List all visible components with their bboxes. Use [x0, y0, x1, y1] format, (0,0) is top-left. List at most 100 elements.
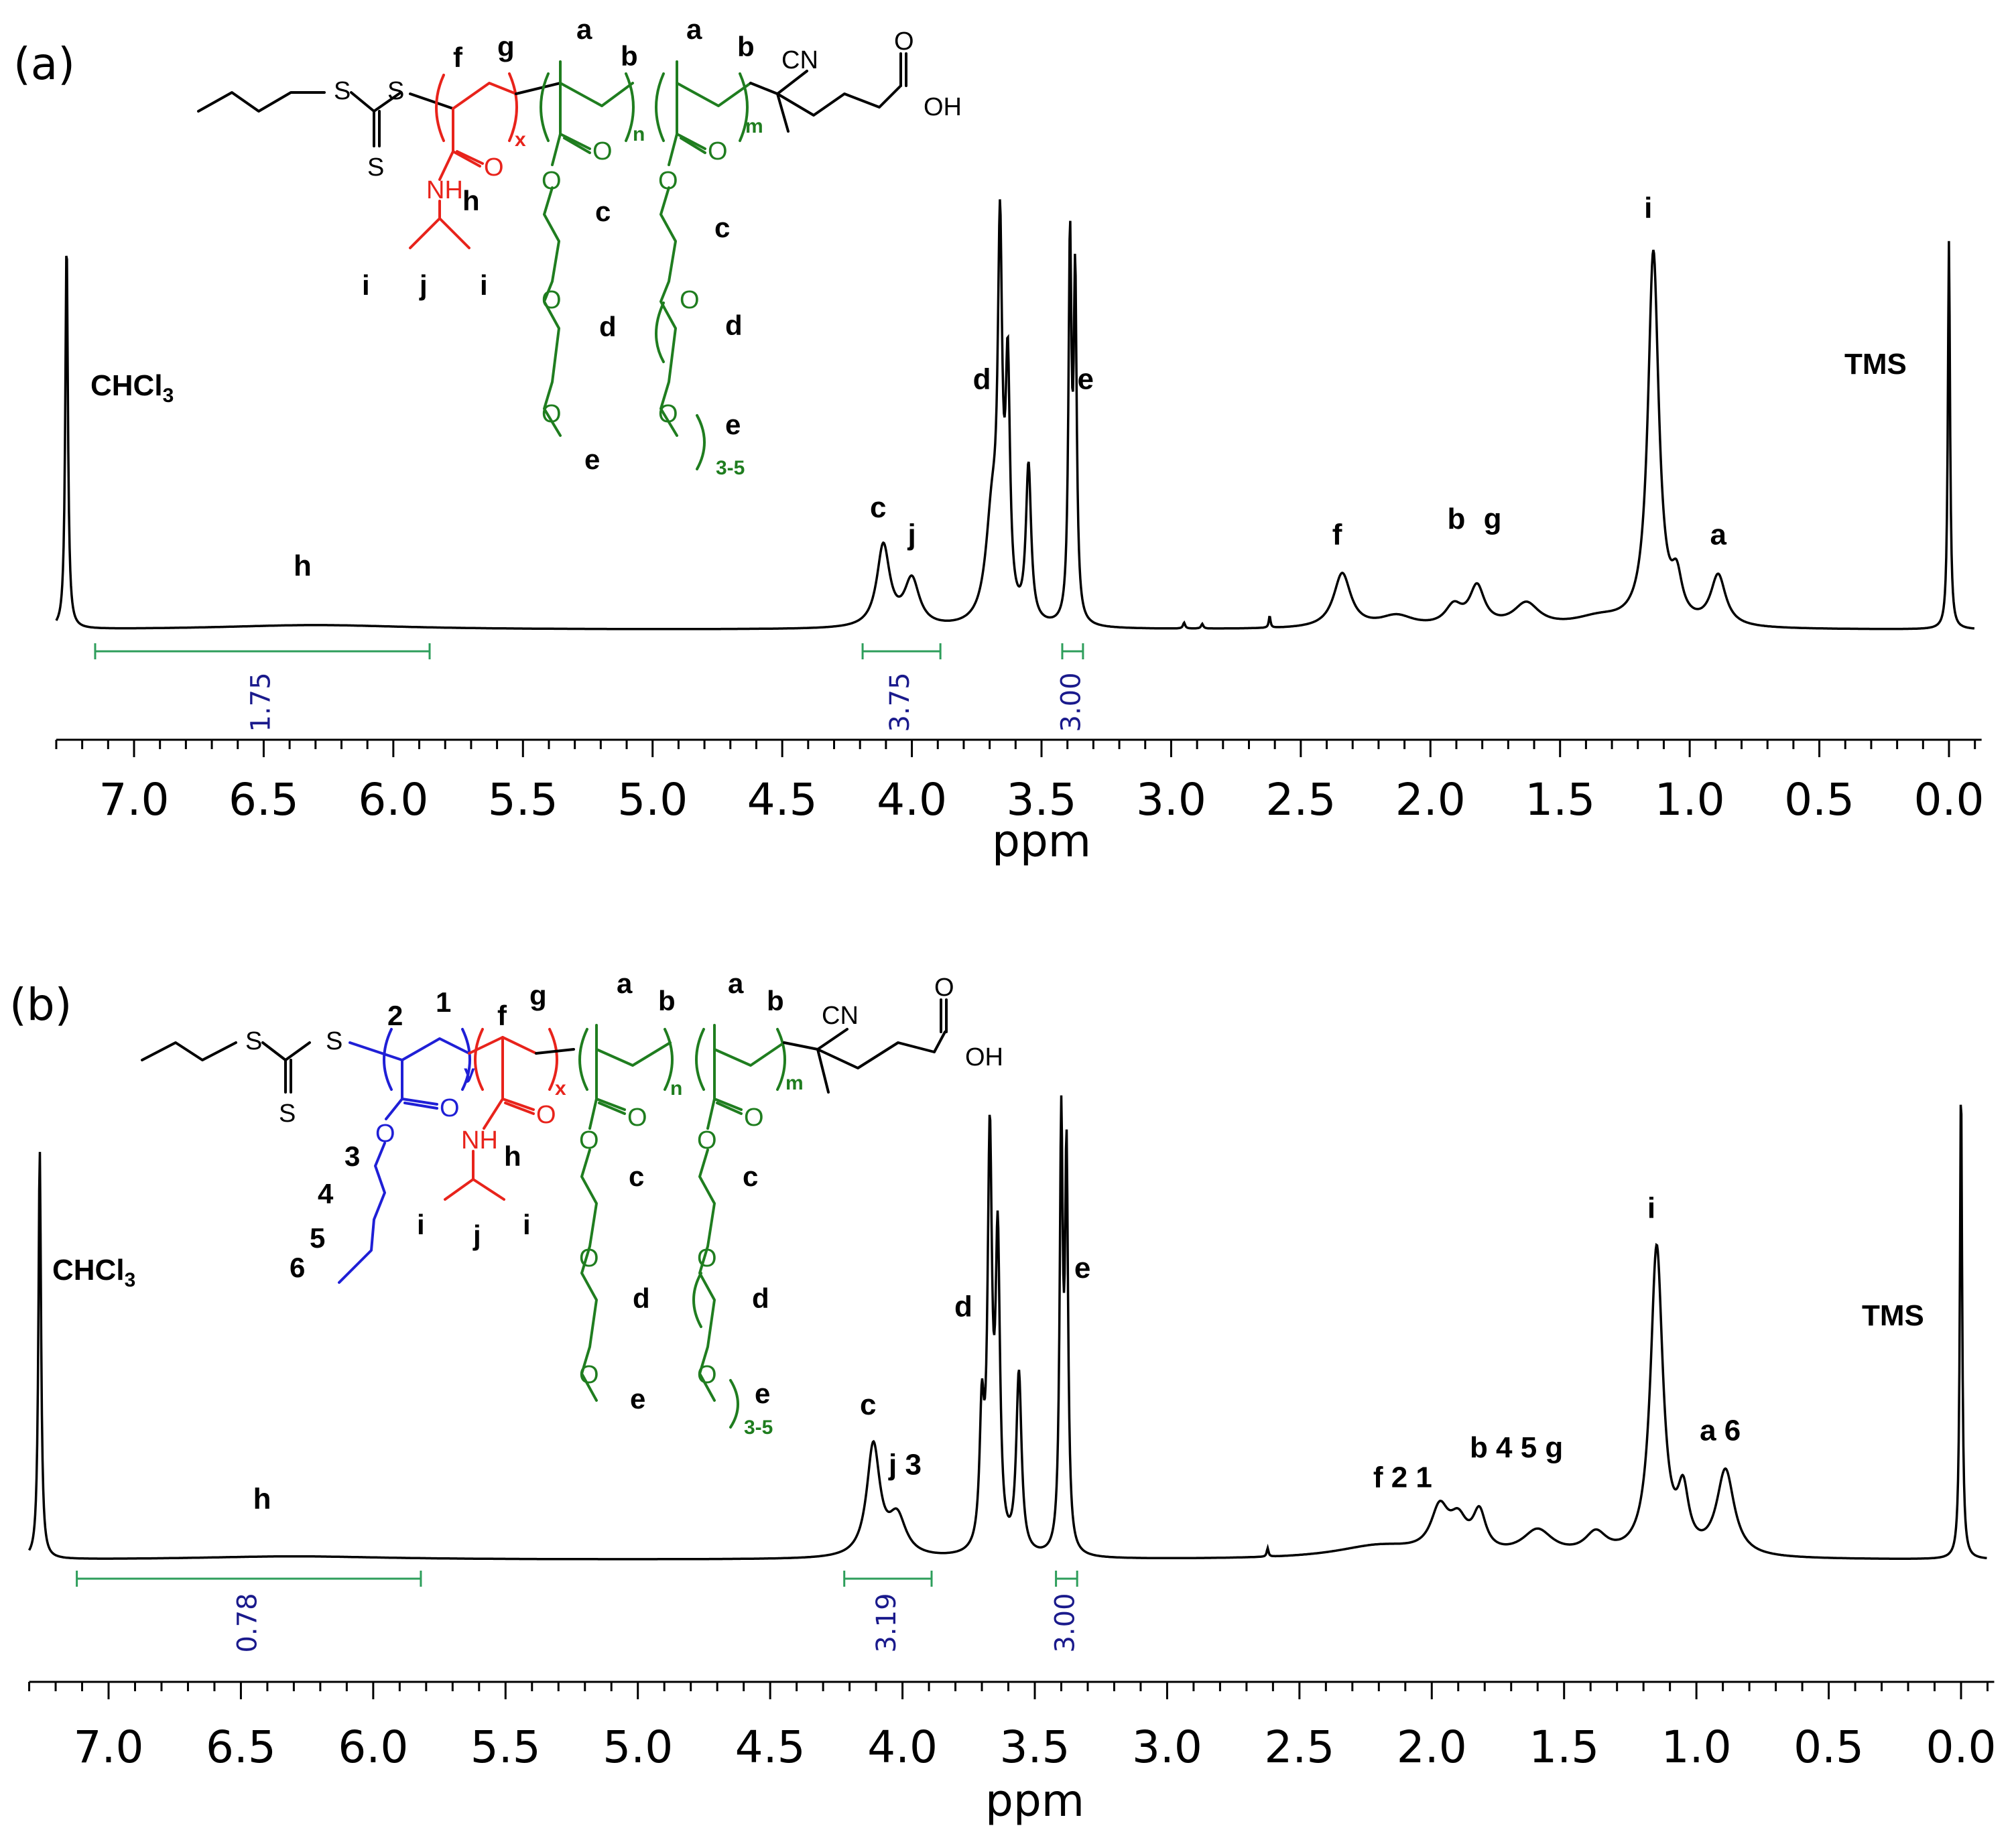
x-tick-label: 6.5	[229, 774, 299, 826]
spectrum-panel-b: 7.0 6.5 6.0 5.5 5.0 4.5 4.0 3.5 3.0 2.5 2.0 1.5 1.0 0…	[27, 1095, 1997, 1827]
integral-value: 3.00	[1050, 1593, 1080, 1652]
x-tick-label: 4.5	[747, 774, 818, 826]
atom-s3-b: S	[326, 1027, 342, 1055]
atom-o-peg6: O	[680, 286, 700, 314]
x-tick-label: 3.0	[1136, 774, 1206, 826]
site-d1-b: d	[633, 1283, 650, 1314]
atom-o-peg2-b: O	[744, 1104, 764, 1132]
atom-o-peg7-b: O	[579, 1361, 599, 1389]
atom-o-peg8-b: O	[697, 1361, 717, 1389]
atom-o-peg7: O	[542, 400, 562, 428]
atom-o-peg4-b: O	[697, 1126, 717, 1155]
panel-b: (b) S S S	[9, 968, 1003, 1439]
atom-o-peg3: O	[542, 167, 562, 195]
site-i1-b: i	[417, 1209, 425, 1240]
sub-x-b: x	[555, 1077, 566, 1100]
atom-o-peg5: O	[542, 286, 562, 314]
x-tick-label: 1.5	[1529, 1721, 1599, 1773]
spectrum-line	[27, 1095, 1987, 1561]
x-tick-label: 5.0	[603, 1721, 673, 1773]
solvent-label: CHCl3	[90, 369, 174, 407]
atom-oh: OH	[924, 93, 962, 121]
x-tick-label: 4.0	[867, 1721, 938, 1773]
x-tick-label: 5.5	[488, 774, 558, 826]
peak-label: f	[1332, 518, 1342, 551]
panel-a-letter: (a)	[13, 38, 75, 90]
atom-o-peg4: O	[658, 167, 678, 195]
site-1: 1	[436, 986, 451, 1018]
x-tick-label: 1.0	[1655, 774, 1725, 826]
reference-label: TMS	[1862, 1299, 1924, 1332]
x-tick-label: 7.0	[99, 774, 170, 826]
spectrum-panel-a: 7.0 6.5 6.0 5.5 5.0 4.5 4.0 3.5 3.0 2.5 2.0 1.5 1.0 0…	[55, 192, 1984, 867]
x-tick-label: 2.5	[1264, 1721, 1334, 1773]
site-a2: a	[686, 13, 702, 45]
site-f-b: f	[497, 1000, 507, 1031]
site-j-b: j	[472, 1220, 481, 1251]
structure-b: S S S	[141, 968, 1003, 1439]
sub-n: n	[633, 123, 645, 145]
sub-x: x	[515, 129, 526, 151]
site-d2-b: d	[752, 1283, 769, 1314]
x-tick-label: 5.5	[470, 1721, 541, 1773]
sub-3-5: 3-5	[716, 457, 745, 479]
site-d1: d	[599, 311, 617, 342]
atom-nh: NH	[426, 176, 463, 204]
site-b2-b: b	[767, 985, 784, 1016]
sub-m-b: m	[785, 1072, 804, 1094]
atom-s1: S	[334, 77, 351, 105]
atom-o1-b: O	[934, 974, 954, 1002]
peak-label: a	[1710, 518, 1726, 551]
atom-o-ester1: O	[440, 1094, 460, 1122]
site-a1-b: a	[617, 968, 633, 999]
peak-label: e	[1078, 363, 1094, 395]
x-tick-label: 6.0	[338, 1721, 408, 1773]
site-e1: e	[584, 444, 600, 475]
peak-label: h	[253, 1482, 271, 1515]
atom-o-peg8: O	[658, 400, 678, 428]
peak-label: d	[954, 1290, 972, 1323]
atom-o-peg6-b: O	[697, 1244, 717, 1272]
x-tick-label: 2.5	[1265, 774, 1336, 826]
x-tick-label: 4.5	[735, 1721, 806, 1773]
site-5: 5	[310, 1222, 325, 1254]
reference-label: TMS	[1844, 348, 1907, 381]
integral-1.75: 1.75	[94, 643, 431, 732]
site-c1: c	[595, 196, 611, 227]
x-axis-title: ppm	[992, 815, 1091, 867]
peak-label: b 4 5 g	[1470, 1431, 1563, 1464]
site-d2: d	[725, 310, 743, 341]
integral-value: 0.78	[232, 1593, 263, 1652]
x-tick-label: 0.0	[1926, 1721, 1997, 1773]
x-tick-label: 3.0	[1132, 1721, 1202, 1773]
site-4: 4	[318, 1178, 334, 1209]
spectra-layer: 7.0 6.5 6.0 5.5 5.0 4.5 4.0 3.5 3.0 2.5 2.0 1.5 1.0 0…	[27, 192, 1997, 1827]
x-tick-label: 0.5	[1784, 774, 1854, 826]
integral-value: 3.00	[1056, 672, 1086, 732]
atom-o-peg1-b: O	[627, 1104, 647, 1132]
site-b1-b: b	[658, 985, 676, 1016]
atom-oh-b: OH	[965, 1043, 1003, 1071]
site-c2-b: c	[743, 1161, 758, 1192]
site-i2-b: i	[523, 1209, 531, 1240]
peak-label: i	[1647, 1192, 1655, 1225]
site-i2: i	[480, 269, 488, 301]
atom-o-peg2: O	[708, 137, 728, 166]
x-tick-label: 7.0	[74, 1721, 144, 1773]
x-tick-label: 3.5	[1000, 1721, 1070, 1773]
site-c1-b: c	[629, 1161, 644, 1192]
atom-o1: O	[894, 27, 914, 56]
site-b2: b	[737, 31, 755, 62]
peak-label: g	[1484, 503, 1502, 535]
peak-label: h	[294, 549, 312, 582]
atom-s2-b: S	[279, 1100, 296, 1128]
sub-n-b: n	[670, 1077, 682, 1100]
integral-3.00: 3.00	[1056, 643, 1086, 732]
peak-label: j 3	[888, 1448, 922, 1481]
peak-label: a 6	[1700, 1414, 1741, 1447]
panel-a: (a) S S S	[13, 13, 962, 479]
site-h: h	[462, 185, 480, 216]
atom-s2: S	[367, 153, 384, 182]
site-j: j	[419, 269, 428, 301]
